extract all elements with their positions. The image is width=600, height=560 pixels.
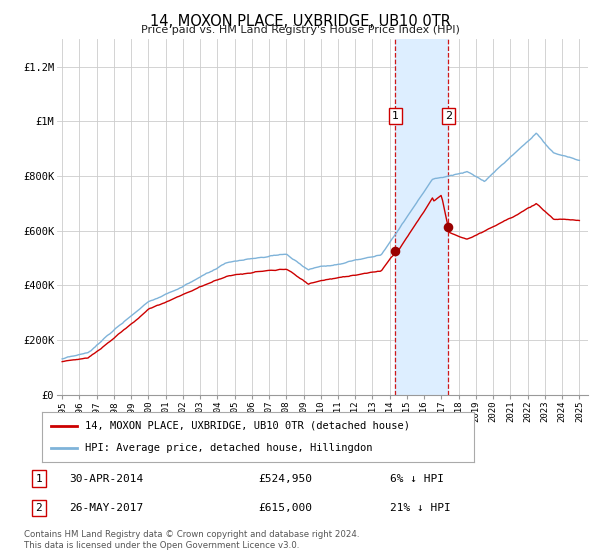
Text: 14, MOXON PLACE, UXBRIDGE, UB10 0TR (detached house): 14, MOXON PLACE, UXBRIDGE, UB10 0TR (det… (85, 421, 410, 431)
Text: 21% ↓ HPI: 21% ↓ HPI (390, 503, 451, 513)
Text: 30-APR-2014: 30-APR-2014 (69, 474, 143, 484)
Point (443, 222, 453, 231)
Text: 14, MOXON PLACE, UXBRIDGE, UB10 0TR: 14, MOXON PLACE, UXBRIDGE, UB10 0TR (149, 14, 451, 29)
Text: 2: 2 (35, 503, 43, 513)
Text: 1: 1 (35, 474, 43, 484)
Text: 6% ↓ HPI: 6% ↓ HPI (390, 474, 444, 484)
Text: 1: 1 (392, 111, 399, 121)
Point (391, 247, 400, 256)
Text: HPI: Average price, detached house, Hillingdon: HPI: Average price, detached house, Hill… (85, 443, 373, 453)
Text: Price paid vs. HM Land Registry's House Price Index (HPI): Price paid vs. HM Land Registry's House … (140, 25, 460, 35)
Text: £615,000: £615,000 (258, 503, 312, 513)
Text: 2: 2 (445, 111, 452, 121)
Bar (395, 39, 448, 395)
Text: 26-MAY-2017: 26-MAY-2017 (69, 503, 143, 513)
Text: £524,950: £524,950 (258, 474, 312, 484)
Text: Contains HM Land Registry data © Crown copyright and database right 2024.: Contains HM Land Registry data © Crown c… (24, 530, 359, 539)
Text: This data is licensed under the Open Government Licence v3.0.: This data is licensed under the Open Gov… (24, 541, 299, 550)
